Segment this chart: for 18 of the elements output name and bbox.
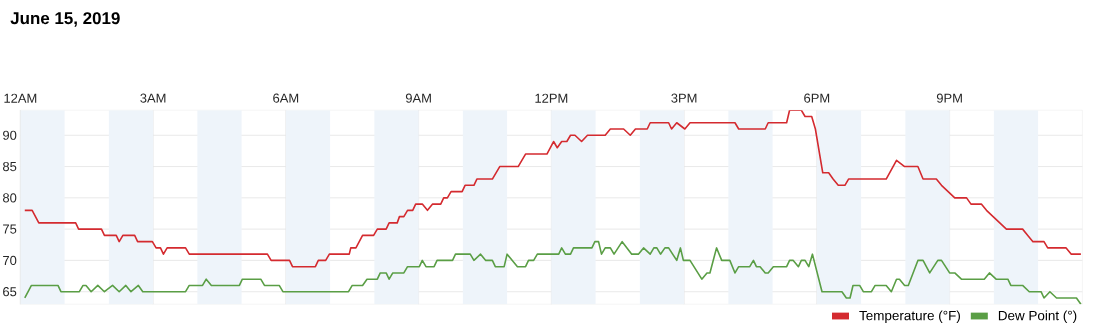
x-tick-label: 3PM (671, 93, 697, 103)
x-tick-label: 6AM (273, 93, 299, 103)
y-tick-label: 75 (3, 224, 17, 234)
y-tick-label: 90 (3, 130, 17, 140)
y-tick-label: 80 (3, 193, 17, 203)
x-tick-label: 9AM (405, 93, 431, 103)
x-tick-label: 12AM (4, 93, 37, 103)
x-tick-label: 9PM (936, 93, 962, 103)
legend-label: Temperature (°F) (859, 310, 960, 323)
y-tick-label: 65 (3, 287, 17, 297)
y-tick-label: 85 (3, 161, 17, 172)
line-series (23, 110, 1082, 268)
y-tick-label: 70 (3, 255, 17, 265)
x-tick-label: 3AM (140, 93, 166, 103)
chart-title: June 15, 2019 (10, 12, 120, 27)
legend-label: Dew Point (°) (998, 310, 1077, 323)
x-tick-label: 12PM (535, 93, 568, 103)
x-tick-label: 6PM (804, 93, 830, 103)
